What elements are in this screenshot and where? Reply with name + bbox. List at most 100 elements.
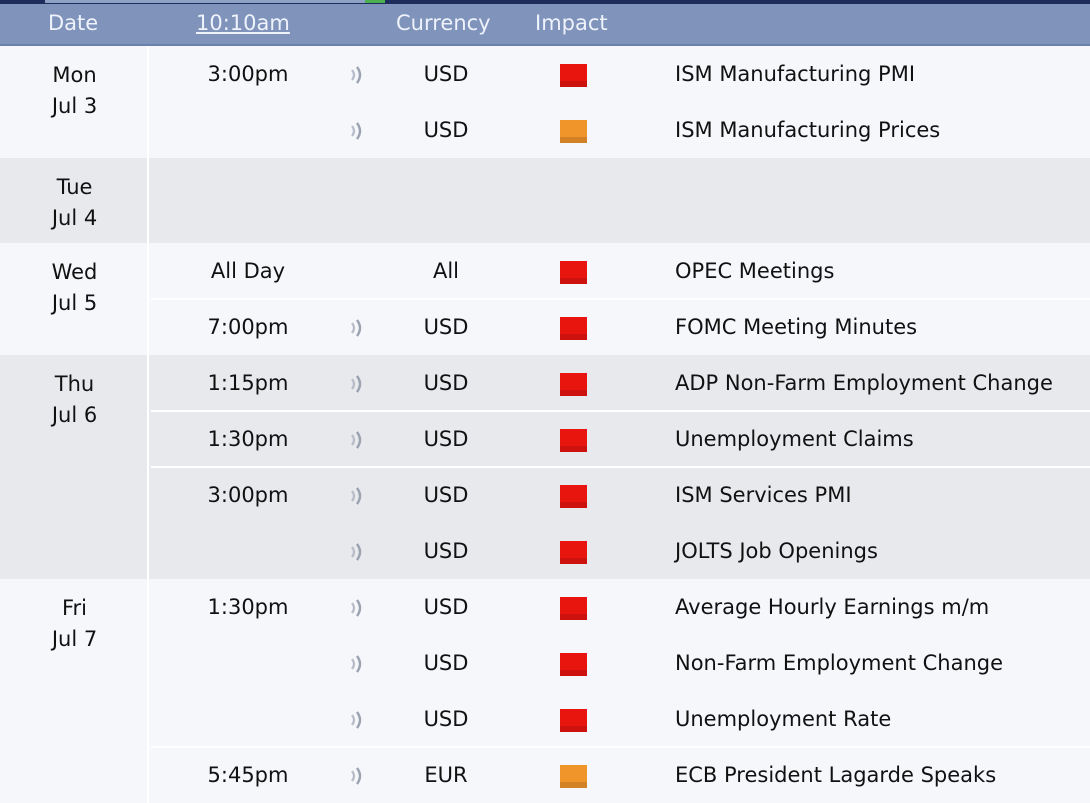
medium-impact-icon[interactable]: [560, 120, 587, 143]
header-currency: Currency: [396, 11, 491, 35]
high-impact-icon[interactable]: [560, 64, 587, 87]
high-impact-icon[interactable]: [560, 485, 587, 508]
medium-impact-icon[interactable]: [560, 765, 587, 788]
date-label: Wed Jul 5: [0, 257, 149, 319]
day-name: Wed: [51, 260, 98, 284]
sound-icon[interactable]: [347, 317, 369, 339]
event-time: 1:30pm: [207, 595, 289, 619]
event-title[interactable]: JOLTS Job Openings: [675, 539, 878, 563]
event-currency: USD: [423, 707, 469, 731]
event-row[interactable]: 7:00pm USD FOMC Meeting Minutes: [0, 299, 1090, 355]
day-date: Jul 3: [51, 94, 98, 118]
event-time: 1:15pm: [207, 371, 289, 395]
date-label: Fri Jul 7: [0, 593, 149, 655]
event-time: 1:30pm: [207, 427, 289, 451]
sound-icon[interactable]: [347, 709, 369, 731]
event-title[interactable]: ADP Non-Farm Employment Change: [675, 371, 1053, 395]
high-impact-icon[interactable]: [560, 709, 587, 732]
day-date: Jul 5: [51, 291, 98, 315]
sound-icon[interactable]: [347, 653, 369, 675]
event-row[interactable]: USD Non-Farm Employment Change: [0, 635, 1090, 691]
high-impact-icon[interactable]: [560, 541, 587, 564]
date-cell: Tue Jul 4: [0, 158, 149, 243]
event-title[interactable]: Non-Farm Employment Change: [675, 651, 1004, 675]
sound-icon[interactable]: [347, 64, 369, 86]
high-impact-icon[interactable]: [560, 261, 587, 284]
sound-icon[interactable]: [347, 541, 369, 563]
event-time: 7:00pm: [207, 315, 289, 339]
date-cell: Fri Jul 7: [0, 579, 149, 803]
sound-icon[interactable]: [347, 765, 369, 787]
day-name: Mon: [52, 63, 97, 87]
day-date: Jul 6: [51, 403, 98, 427]
event-currency: USD: [423, 371, 469, 395]
calendar-header: Date 10:10am Currency Impact: [0, 4, 1090, 46]
sound-icon[interactable]: [347, 120, 369, 142]
event-row[interactable]: 3:00pm USD ISM Manufacturing PMI: [0, 46, 1090, 102]
date-label: Mon Jul 3: [0, 60, 149, 122]
day-block: Mon Jul 3 3:00pm USD ISM Manufacturing PMI US…: [0, 46, 1090, 158]
top-strip-indicator: [365, 0, 385, 3]
event-title[interactable]: ISM Services PMI: [675, 483, 852, 507]
day-block: Wed Jul 5 All Day All OPEC Meetings 7:00pm USD…: [0, 243, 1090, 355]
event-currency: All: [432, 259, 460, 283]
event-currency: USD: [423, 118, 469, 142]
event-row[interactable]: USD JOLTS Job Openings: [0, 523, 1090, 579]
event-row[interactable]: USD Unemployment Rate: [0, 691, 1090, 747]
event-row[interactable]: 1:30pm USD Average Hourly Earnings m/m: [0, 579, 1090, 635]
day-name: Fri: [61, 596, 88, 620]
high-impact-icon[interactable]: [560, 653, 587, 676]
header-impact: Impact: [535, 11, 608, 35]
event-title[interactable]: ECB President Lagarde Speaks: [675, 763, 997, 787]
top-strip-tab: [45, 0, 375, 3]
sound-icon[interactable]: [347, 485, 369, 507]
event-title[interactable]: Unemployment Claims: [675, 427, 914, 451]
high-impact-icon[interactable]: [560, 597, 587, 620]
top-strip: [0, 0, 1090, 4]
event-time: 3:00pm: [207, 483, 289, 507]
event-time: 5:45pm: [207, 763, 289, 787]
day-name: Tue: [56, 175, 93, 199]
header-time-link[interactable]: 10:10am: [196, 11, 290, 35]
day-block: Fri Jul 7 1:30pm USD Average Hourly Earnings…: [0, 579, 1090, 803]
event-row[interactable]: All Day All OPEC Meetings: [0, 243, 1090, 299]
event-currency: USD: [423, 315, 469, 339]
day-date: Jul 4: [51, 206, 98, 230]
event-currency: USD: [423, 651, 469, 675]
event-time: 3:00pm: [207, 62, 289, 86]
event-title[interactable]: ISM Manufacturing PMI: [675, 62, 916, 86]
high-impact-icon[interactable]: [560, 429, 587, 452]
sound-icon[interactable]: [347, 373, 369, 395]
event-currency: USD: [423, 483, 469, 507]
row-separator: [151, 466, 1090, 468]
row-separator: [151, 298, 1090, 300]
date-cell: Wed Jul 5: [0, 243, 149, 355]
event-row[interactable]: 3:00pm USD ISM Services PMI: [0, 467, 1090, 523]
event-title[interactable]: Average Hourly Earnings m/m: [675, 595, 990, 619]
day-block: Tue Jul 4: [0, 158, 1090, 243]
day-date: Jul 7: [51, 627, 98, 651]
row-separator: [151, 746, 1090, 748]
event-row[interactable]: 5:45pm EUR ECB President Lagarde Speaks: [0, 747, 1090, 803]
event-title[interactable]: FOMC Meeting Minutes: [675, 315, 918, 339]
date-cell: Mon Jul 3: [0, 46, 149, 158]
event-title[interactable]: ISM Manufacturing Prices: [675, 118, 941, 142]
event-currency: USD: [423, 62, 469, 86]
event-currency: USD: [423, 427, 469, 451]
date-label: Thu Jul 6: [0, 369, 149, 431]
high-impact-icon[interactable]: [560, 373, 587, 396]
event-row[interactable]: 1:15pm USD ADP Non-Farm Employment Change: [0, 355, 1090, 411]
event-title[interactable]: OPEC Meetings: [675, 259, 835, 283]
event-row[interactable]: 1:30pm USD Unemployment Claims: [0, 411, 1090, 467]
event-currency: USD: [423, 539, 469, 563]
event-time: All Day: [210, 259, 286, 283]
row-separator: [151, 410, 1090, 412]
event-currency: EUR: [424, 763, 468, 787]
event-title[interactable]: Unemployment Rate: [675, 707, 892, 731]
sound-icon[interactable]: [347, 429, 369, 451]
day-name: Thu: [54, 372, 95, 396]
event-row[interactable]: USD ISM Manufacturing Prices: [0, 102, 1090, 158]
date-cell: Thu Jul 6: [0, 355, 149, 579]
sound-icon[interactable]: [347, 597, 369, 619]
high-impact-icon[interactable]: [560, 317, 587, 340]
